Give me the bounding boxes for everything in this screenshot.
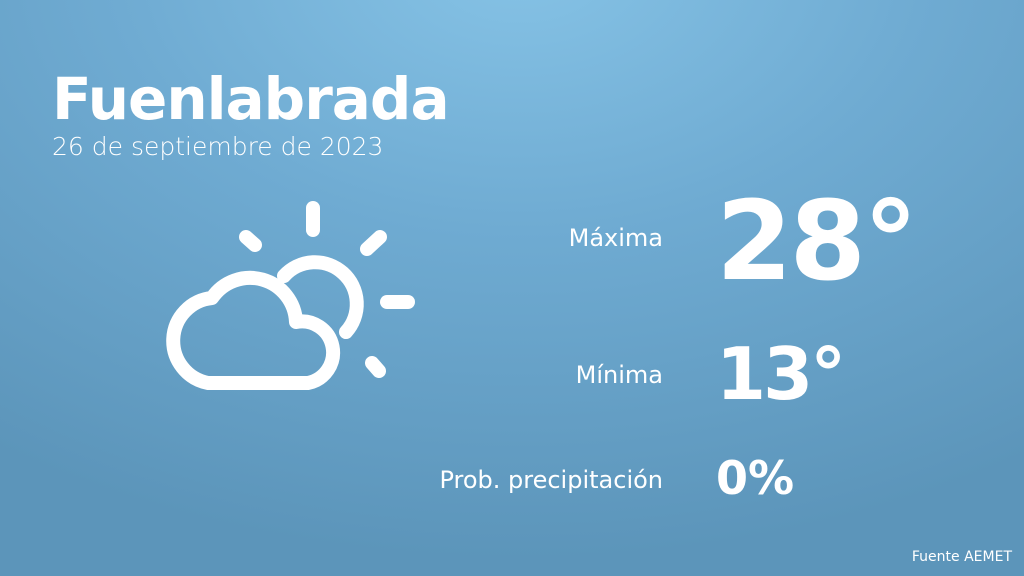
precip-value: 0% — [716, 451, 795, 505]
precip-label: Prob. precipitación — [439, 466, 663, 494]
max-temp-label: Máxima — [568, 224, 663, 252]
min-temp-label: Mínima — [575, 361, 663, 389]
partly-cloudy-sun-icon — [166, 201, 415, 390]
city-name: Fuenlabrada — [52, 65, 450, 133]
min-temp-value: 13° — [716, 332, 846, 416]
forecast-date: 26 de septiembre de 2023 — [52, 132, 384, 161]
source-credit: Fuente AEMET — [911, 549, 1012, 565]
max-temp-value: 28° — [716, 177, 918, 305]
